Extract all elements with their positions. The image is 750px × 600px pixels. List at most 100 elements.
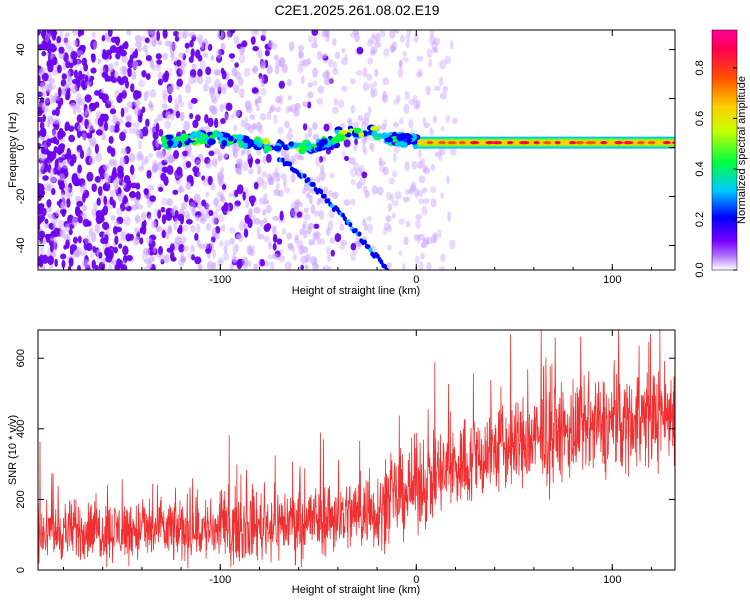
noise-blob bbox=[164, 40, 172, 47]
noise-blob bbox=[294, 152, 302, 159]
noise-blob bbox=[82, 204, 87, 212]
noise-blob bbox=[38, 185, 45, 193]
noise-blob bbox=[394, 30, 400, 34]
noise-blob bbox=[57, 159, 62, 169]
colorbar-tick-label: 0.0 bbox=[694, 262, 706, 277]
noise-blob bbox=[169, 251, 175, 262]
noise-blob bbox=[95, 129, 103, 136]
noise-blob bbox=[75, 195, 82, 203]
noise-blob bbox=[418, 233, 425, 241]
noise-blob bbox=[439, 59, 447, 70]
noise-blob bbox=[146, 169, 152, 179]
noise-blob bbox=[46, 138, 52, 148]
noise-blob bbox=[116, 216, 124, 225]
noise-blob bbox=[105, 176, 111, 185]
noise-blob bbox=[95, 111, 102, 119]
colorbar-tick-label: 0.2 bbox=[694, 212, 706, 227]
noise-blob bbox=[256, 259, 261, 268]
noise-blob bbox=[211, 227, 217, 237]
carrier-segment bbox=[314, 146, 323, 152]
noise-blob bbox=[449, 147, 457, 156]
noise-blob bbox=[76, 114, 83, 123]
noise-blob bbox=[145, 248, 151, 256]
noise-blob bbox=[242, 161, 249, 172]
noise-blob bbox=[119, 131, 126, 142]
noise-blob bbox=[44, 218, 49, 224]
noise-blob bbox=[415, 219, 422, 229]
noise-blob bbox=[49, 175, 56, 183]
noise-blob bbox=[107, 98, 114, 105]
noise-blob bbox=[223, 245, 228, 254]
noise-blob bbox=[103, 121, 109, 132]
noise-blob bbox=[176, 166, 183, 176]
noise-blob bbox=[395, 95, 401, 103]
carrier-segment bbox=[221, 139, 228, 147]
noise-blob bbox=[382, 227, 388, 236]
noise-blob bbox=[366, 73, 373, 81]
noise-blob bbox=[311, 42, 318, 49]
noise-blob bbox=[239, 88, 245, 99]
noise-blob bbox=[236, 258, 243, 270]
noise-blob bbox=[439, 92, 447, 100]
noise-blob bbox=[110, 215, 116, 221]
noise-blob bbox=[275, 96, 282, 104]
noise-blob bbox=[160, 206, 166, 213]
noise-blob bbox=[202, 38, 208, 44]
noise-blob bbox=[119, 156, 126, 167]
noise-blob bbox=[118, 259, 124, 269]
noise-blob bbox=[430, 198, 437, 208]
noise-blob bbox=[309, 255, 317, 266]
noise-blob bbox=[175, 110, 181, 119]
noise-blob bbox=[109, 196, 114, 206]
noise-blob bbox=[382, 77, 390, 86]
noise-blob bbox=[129, 164, 135, 175]
noise-blob bbox=[445, 114, 451, 124]
noise-blob bbox=[398, 60, 403, 68]
noise-blob bbox=[301, 75, 305, 85]
noise-blob bbox=[316, 50, 322, 60]
noise-blob bbox=[213, 79, 222, 89]
noise-blob bbox=[234, 243, 239, 252]
carrier-segment bbox=[242, 135, 251, 144]
carrier-peak bbox=[600, 141, 608, 145]
noise-blob bbox=[219, 194, 225, 202]
noise-blob bbox=[68, 228, 73, 236]
noise-blob bbox=[143, 91, 148, 102]
noise-blob bbox=[50, 176, 57, 184]
noise-blob bbox=[190, 97, 198, 104]
noise-blob bbox=[408, 119, 414, 129]
carrier-peak bbox=[492, 141, 503, 145]
noise-blob bbox=[131, 70, 137, 81]
noise-blob bbox=[39, 82, 46, 91]
noise-blob bbox=[371, 32, 376, 40]
noise-blob bbox=[209, 87, 215, 98]
noise-blob bbox=[149, 88, 157, 98]
noise-blob bbox=[392, 200, 399, 207]
noise-blob bbox=[281, 228, 287, 235]
noise-blob bbox=[215, 48, 222, 59]
noise-blob bbox=[60, 228, 66, 239]
noise-blob bbox=[56, 166, 62, 176]
noise-blob bbox=[119, 49, 127, 57]
noise-blob bbox=[205, 191, 210, 197]
carrier-peak bbox=[585, 141, 597, 145]
noise-blob bbox=[134, 127, 140, 136]
noise-blob bbox=[177, 101, 185, 108]
noise-blob bbox=[270, 104, 276, 112]
noise-blob bbox=[101, 52, 109, 60]
noise-blob bbox=[312, 232, 319, 241]
noise-blob bbox=[141, 158, 145, 169]
noise-blob bbox=[209, 239, 214, 247]
noise-blob bbox=[378, 157, 383, 167]
noise-blob bbox=[173, 220, 178, 231]
noise-blob bbox=[248, 168, 254, 175]
noise-blob bbox=[307, 82, 313, 88]
noise-blob bbox=[51, 31, 57, 41]
noise-blob bbox=[108, 135, 114, 144]
carrier-peak bbox=[554, 141, 561, 145]
noise-blob bbox=[88, 78, 94, 87]
noise-blob bbox=[213, 117, 219, 129]
noise-blob bbox=[84, 254, 89, 264]
carrier-peak bbox=[542, 141, 552, 145]
carrier-peak bbox=[647, 141, 656, 145]
